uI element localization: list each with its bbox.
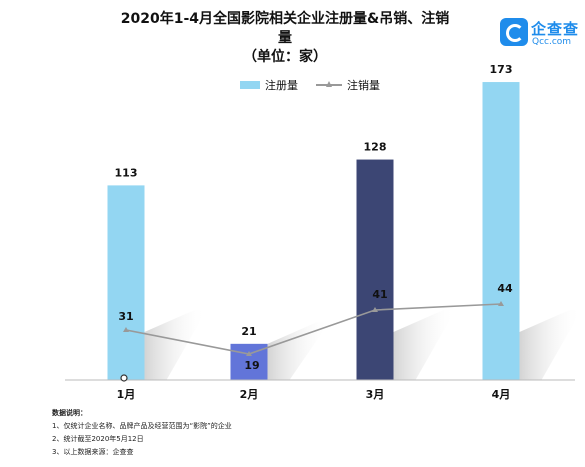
bar-shadow-1 — [144, 310, 207, 380]
line-value-label-1: 31 — [118, 310, 133, 323]
x-tick-label-2: 2月 — [240, 388, 259, 401]
data-labels: 113 21 128 173 31 19 41 44 — [115, 63, 513, 372]
notes-item-1: 1、仅统计企业名称、品牌产品及经营范围为“影院”的企业 — [52, 422, 232, 430]
bar-4 — [482, 82, 520, 381]
bar-shadow-3 — [393, 310, 456, 380]
x-tick-label-3: 3月 — [366, 388, 385, 401]
line-value-label-4: 44 — [497, 282, 513, 295]
bar-value-label-2: 21 — [241, 325, 256, 338]
bar-value-label-3: 128 — [364, 141, 387, 154]
brand-logo: 企查查 Qcc.com — [500, 18, 580, 52]
notes-item-2: 2、统计截至2020年5月12日 — [52, 435, 144, 443]
qcc-logo-icon — [500, 18, 528, 46]
notes-item-3: 3、以上数据来源：企查查 — [52, 448, 134, 456]
bar-1 — [107, 185, 145, 380]
x-tick-label-1: 1月 — [117, 388, 136, 401]
line-value-label-3: 41 — [372, 288, 387, 301]
legend-line-label: 注销量 — [347, 79, 380, 92]
bar-value-label-4: 173 — [490, 63, 513, 76]
chart-title-line2: （单位：家） — [243, 49, 327, 65]
chart-title-line1: 2020年1-4月全国影院相关企业注册量&吊销、注销量 — [120, 11, 450, 46]
bar-shadow-2 — [267, 321, 330, 380]
line-point-4 — [498, 301, 504, 306]
line-point-1 — [123, 327, 129, 332]
bar-series — [107, 82, 520, 381]
legend-bar-swatch — [240, 81, 260, 89]
line-point-3 — [372, 307, 378, 312]
bar-shadows — [144, 310, 582, 380]
chart-legend: 注册量 注销量 — [240, 78, 380, 92]
bar-shadow-4 — [519, 310, 582, 380]
legend-line-swatch — [316, 80, 342, 90]
axis-origin-marker — [120, 374, 128, 382]
line-series — [123, 301, 504, 356]
notes-heading: 数据说明： — [52, 409, 87, 417]
bar-value-label-1: 113 — [115, 166, 138, 179]
data-notes: 数据说明： 1、仅统计企业名称、品牌产品及经营范围为“影院”的企业 2、统计截至… — [52, 407, 232, 459]
x-tick-labels: 1月 2月 3月 4月 — [117, 388, 511, 401]
x-tick-label-4: 4月 — [492, 388, 511, 401]
brand-name: 企查查 — [531, 20, 580, 38]
brand-domain: Qcc.com — [532, 37, 572, 47]
line-path — [125, 303, 502, 355]
legend-bar-label: 注册量 — [265, 79, 298, 92]
bar-3 — [356, 159, 394, 380]
chart-title: 2020年1-4月全国影院相关企业注册量&吊销、注销量 （单位：家） — [120, 10, 450, 67]
line-point-2 — [246, 351, 252, 356]
line-value-label-2: 19 — [244, 359, 259, 372]
